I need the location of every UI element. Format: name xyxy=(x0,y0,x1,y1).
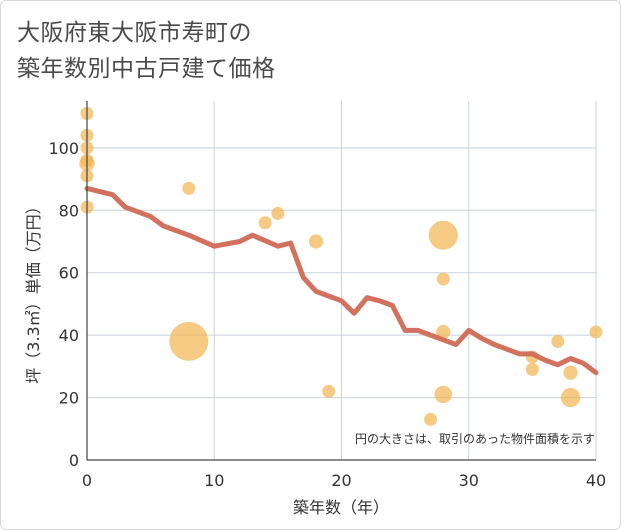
data-bubble xyxy=(428,220,458,250)
data-bubble xyxy=(322,384,336,398)
chart-title-line2: 築年数別中古戸建て価格 xyxy=(17,56,276,82)
data-bubble xyxy=(436,324,451,340)
data-bubble xyxy=(258,216,272,230)
y-tick-label: 80 xyxy=(59,201,79,220)
x-axis-label: 築年数（年） xyxy=(293,498,389,517)
data-bubble xyxy=(525,362,539,376)
y-tick-label: 60 xyxy=(59,264,79,283)
axis-layer: 0 10 20 30 40 0 20 40 60 80 100 xyxy=(48,101,606,490)
trend-layer xyxy=(84,185,599,376)
y-tick-label: 20 xyxy=(59,389,79,408)
bubble-size-note: 円の大きさは、取引のあった物件面積を示す xyxy=(355,431,595,446)
x-tick-label: 40 xyxy=(586,471,606,490)
grid-layer xyxy=(87,101,597,460)
data-bubble xyxy=(424,412,438,426)
x-tick-label: 10 xyxy=(204,471,224,490)
data-bubble xyxy=(436,272,450,286)
x-tick-label: 0 xyxy=(82,471,92,490)
trend-line xyxy=(84,185,599,376)
x-tick-label: 20 xyxy=(331,471,351,490)
data-bubble xyxy=(560,387,581,408)
y-tick-label: 40 xyxy=(59,326,79,345)
data-bubble xyxy=(551,334,565,348)
y-axis-label: 坪（3.3㎡）単価（万円） xyxy=(24,198,43,383)
bubble-layer xyxy=(79,106,603,426)
chart-title: 大阪府東大阪市寿町の 築年数別中古戸建て価格 xyxy=(17,15,276,87)
y-tick-label: 100 xyxy=(48,139,79,158)
y-tick-label: 0 xyxy=(69,451,79,470)
x-tick-label: 30 xyxy=(459,471,479,490)
data-bubble xyxy=(182,181,196,195)
data-bubble xyxy=(563,365,578,380)
data-bubble xyxy=(271,206,285,220)
data-bubble xyxy=(308,234,324,249)
data-bubble xyxy=(169,321,209,361)
chart-title-line1: 大阪府東大阪市寿町の xyxy=(17,20,252,46)
data-bubble xyxy=(434,385,453,404)
data-bubble xyxy=(589,325,603,339)
